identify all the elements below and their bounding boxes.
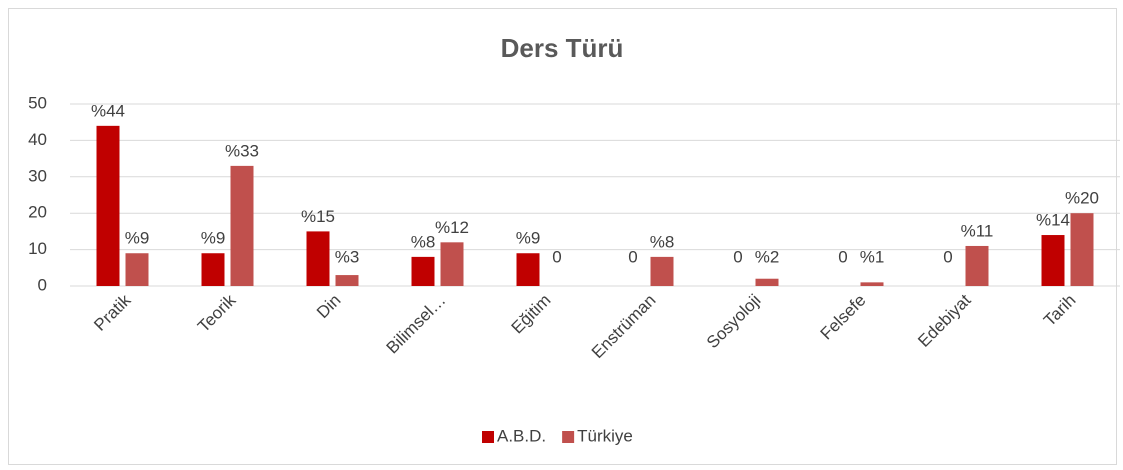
bar	[335, 275, 359, 286]
value-label: %9	[516, 229, 541, 248]
value-label: %15	[301, 207, 335, 226]
y-tick-label: 50	[28, 93, 47, 112]
legend-swatch	[482, 431, 494, 443]
value-label: %20	[1065, 189, 1099, 208]
y-tick-label: 20	[28, 203, 47, 222]
legend-label: Türkiye	[577, 426, 633, 445]
bar	[96, 125, 120, 286]
bar	[411, 256, 435, 286]
bar	[306, 231, 330, 286]
value-label: %1	[860, 247, 885, 266]
value-label: %2	[755, 247, 780, 266]
value-label: %33	[225, 141, 259, 160]
value-label: %12	[435, 218, 469, 237]
y-tick-label: 0	[38, 275, 47, 294]
value-label: %8	[650, 232, 675, 251]
legend-swatch	[562, 431, 575, 443]
value-label: %9	[125, 229, 150, 248]
bar	[440, 242, 464, 286]
y-tick-label: 40	[28, 130, 47, 149]
bar	[230, 165, 254, 286]
bar	[1041, 235, 1065, 286]
value-label: 0	[628, 247, 637, 266]
value-label: 0	[943, 247, 952, 266]
bar	[650, 256, 674, 286]
bar	[125, 253, 149, 286]
bar	[201, 253, 225, 286]
value-label: %9	[201, 229, 226, 248]
chart-title: Ders Türü	[501, 33, 624, 63]
bar	[860, 282, 884, 286]
value-label: %11	[961, 221, 994, 240]
bar	[965, 245, 989, 286]
bar	[1070, 213, 1094, 286]
y-tick-label: 30	[28, 166, 47, 185]
value-label: 0	[733, 247, 742, 266]
value-label: 0	[552, 247, 561, 266]
value-label: 0	[838, 247, 847, 266]
legend-label: A.B.D.	[497, 426, 546, 445]
value-label: %14	[1036, 211, 1070, 230]
bar	[516, 253, 540, 286]
value-label: %44	[91, 101, 125, 120]
chart-border	[8, 8, 1117, 465]
value-label: %3	[335, 247, 360, 266]
value-label: %8	[411, 232, 436, 251]
bar	[755, 278, 779, 286]
y-tick-label: 10	[28, 239, 47, 258]
